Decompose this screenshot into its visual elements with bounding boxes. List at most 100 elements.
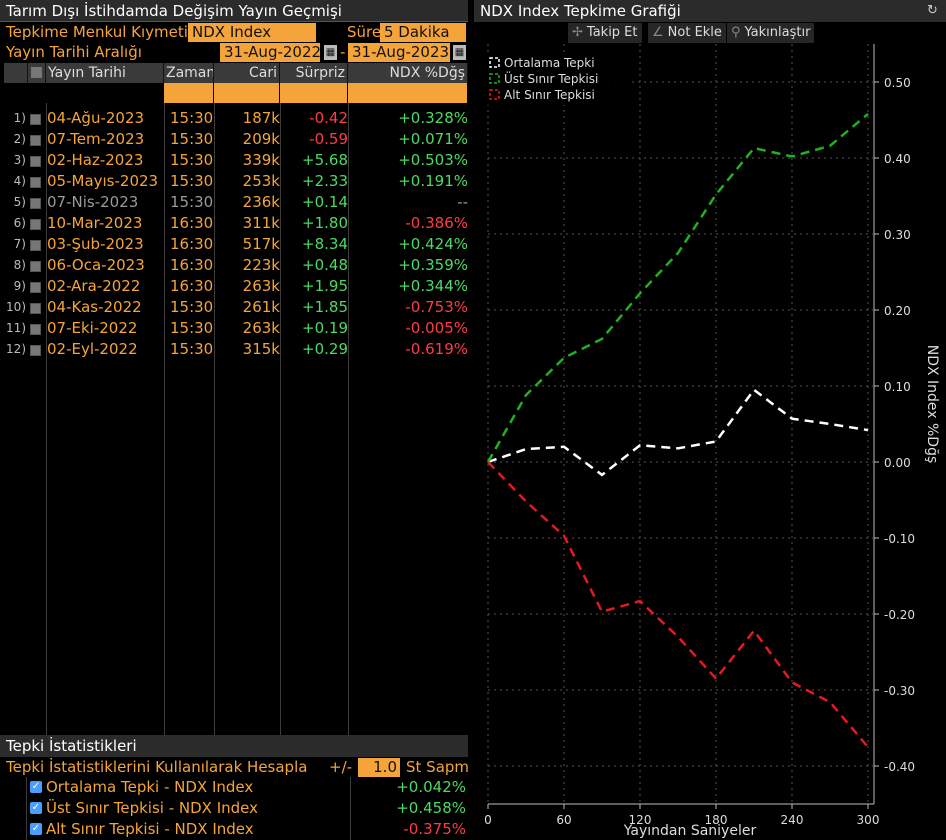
table-row[interactable]: 6) 10-Mar-2023 16:30 311k +1.80 -0.386% <box>4 213 468 234</box>
actual-value: 315k <box>242 340 280 358</box>
data-point[interactable] <box>715 440 717 442</box>
release-date: 03-Şub-2023 <box>47 235 144 253</box>
legend-swatch[interactable] <box>489 89 500 100</box>
table-row[interactable]: 7) 03-Şub-2023 16:30 517k +8.34 +0.424% <box>4 234 468 255</box>
table-row[interactable]: 5) 07-Nis-2023 15:30 236k +0.14 -- <box>4 192 468 213</box>
filter-time[interactable] <box>164 83 214 103</box>
filter-surprise[interactable] <box>280 83 348 103</box>
data-point[interactable] <box>601 338 603 340</box>
row-checkbox[interactable] <box>30 198 41 209</box>
table-row[interactable]: 4) 05-Mayıs-2023 15:30 253k +2.33 +0.191% <box>4 171 468 192</box>
data-point[interactable] <box>829 701 831 703</box>
legend-label[interactable]: Üst Sınır Tepkisi <box>504 70 598 86</box>
refresh-icon[interactable]: ↻ <box>927 3 938 18</box>
data-point[interactable] <box>715 677 717 679</box>
data-point[interactable] <box>715 193 717 195</box>
data-point[interactable] <box>829 145 831 147</box>
table-row[interactable]: 1) 04-Ağu-2023 15:30 187k -0.42 +0.328% <box>4 108 468 129</box>
data-point[interactable] <box>563 535 565 537</box>
data-point[interactable] <box>563 446 565 448</box>
select-all-checkbox[interactable] <box>31 67 42 78</box>
data-point[interactable] <box>525 448 527 450</box>
header-surprise[interactable]: Sürpriz <box>280 63 348 83</box>
data-point[interactable] <box>601 474 603 476</box>
security-field[interactable]: NDX Index <box>188 23 316 42</box>
data-point[interactable] <box>639 600 641 602</box>
row-checkbox[interactable] <box>30 177 41 188</box>
table-row[interactable]: 11) 07-Eki-2022 15:30 263k +0.19 -0.005% <box>4 318 468 339</box>
data-point[interactable] <box>867 429 869 431</box>
data-point[interactable] <box>791 155 793 157</box>
stat-row[interactable]: ✓ Alt Sınır Tepkisi - NDX Index -0.375% <box>0 819 468 840</box>
data-point[interactable] <box>677 252 679 254</box>
zoom-button[interactable]: ⚲ Yakınlaştır <box>727 23 816 43</box>
ndx-change-value: +0.328% <box>398 109 468 127</box>
data-point[interactable] <box>753 389 755 391</box>
series-line-upper[interactable] <box>486 112 869 463</box>
std-dev-input[interactable]: 1.0 <box>358 758 400 777</box>
header-ndx-change[interactable]: NDX %Dğş <box>348 63 468 83</box>
header-checkbox-cell[interactable] <box>28 63 46 83</box>
stat-checkbox[interactable]: ✓ <box>30 802 42 814</box>
surprise-value: +1.95 <box>302 277 348 295</box>
data-point[interactable] <box>487 461 489 463</box>
row-checkbox[interactable] <box>30 219 41 230</box>
table-row[interactable]: 2) 07-Tem-2023 15:30 209k -0.59 +0.071% <box>4 129 468 150</box>
stat-checkbox[interactable]: ✓ <box>30 781 42 793</box>
data-point[interactable] <box>867 746 869 748</box>
row-checkbox[interactable] <box>30 240 41 251</box>
add-note-button[interactable]: ∠ Not Ekle <box>648 23 727 43</box>
table-row[interactable]: 3) 02-Haz-2023 15:30 339k +5.68 +0.503% <box>4 150 468 171</box>
calendar-from-icon[interactable]: ▦ <box>324 45 337 60</box>
row-checkbox[interactable] <box>30 114 41 125</box>
data-point[interactable] <box>753 147 755 149</box>
row-checkbox[interactable] <box>30 303 41 314</box>
stat-row[interactable]: ✓ Ortalama Tepki - NDX Index +0.042% <box>0 777 468 798</box>
stat-checkbox[interactable]: ✓ <box>30 823 42 835</box>
data-point[interactable] <box>791 681 793 683</box>
legend-swatch[interactable] <box>489 57 500 68</box>
data-point[interactable] <box>639 292 641 294</box>
filter-actual[interactable] <box>214 83 280 103</box>
data-point[interactable] <box>601 611 603 613</box>
follow-button[interactable]: ✢ Takip Et <box>568 23 643 43</box>
data-point[interactable] <box>791 417 793 419</box>
row-checkbox[interactable] <box>30 282 41 293</box>
row-checkbox[interactable] <box>30 135 41 146</box>
legend-label[interactable]: Ortalama Tepki <box>504 56 595 70</box>
data-point[interactable] <box>677 447 679 449</box>
reaction-line-chart[interactable]: 0.50 0.40 0.30 0.20 0.10 0.00 -0.10 -0.20 -0.30 -… <box>474 22 946 840</box>
row-checkbox[interactable] <box>30 324 41 335</box>
table-row[interactable]: 9) 02-Ara-2022 16:30 263k +1.95 +0.344% <box>4 276 468 297</box>
date-from-field[interactable]: 31-Aug-2022 <box>220 43 320 62</box>
row-checkbox[interactable] <box>30 261 41 272</box>
header-time[interactable]: Zaman <box>164 63 214 83</box>
table-row[interactable]: 12) 02-Eyl-2022 15:30 315k +0.29 -0.619% <box>4 339 468 360</box>
data-point[interactable] <box>829 423 831 425</box>
row-checkbox[interactable] <box>30 345 41 356</box>
data-point[interactable] <box>525 500 527 502</box>
legend-label[interactable]: Alt Sınır Tepkisi <box>504 88 595 102</box>
data-point[interactable] <box>525 394 527 396</box>
data-point[interactable] <box>753 630 755 632</box>
calendar-to-icon[interactable]: ▦ <box>453 45 466 60</box>
x-tick-label: 60 <box>556 813 571 827</box>
stat-row[interactable]: ✓ Üst Sınır Tepkisi - NDX Index +0.458% <box>0 798 468 819</box>
duration-select[interactable]: 5 Dakika <box>380 23 466 42</box>
header-date[interactable]: Yayın Tarihi <box>46 63 164 83</box>
data-point[interactable] <box>639 444 641 446</box>
filter-ndx-change[interactable] <box>348 83 468 103</box>
data-point[interactable] <box>867 113 869 115</box>
series-line-lower[interactable] <box>487 461 869 748</box>
data-point[interactable] <box>563 357 565 359</box>
pencil-icon: ∠ <box>652 25 664 40</box>
row-checkbox[interactable] <box>30 156 41 167</box>
data-point[interactable] <box>677 636 679 638</box>
legend-swatch[interactable] <box>489 73 500 84</box>
x-tick-label: 120 <box>629 813 652 827</box>
table-row[interactable]: 8) 06-Oca-2023 16:30 223k +0.48 +0.359% <box>4 255 468 276</box>
date-to-field[interactable]: 31-Aug-2023 <box>348 43 450 62</box>
series-line-average[interactable] <box>487 388 869 477</box>
header-actual[interactable]: Cari <box>214 63 280 83</box>
table-row[interactable]: 10) 04-Kas-2022 15:30 261k +1.85 -0.753% <box>4 297 468 318</box>
